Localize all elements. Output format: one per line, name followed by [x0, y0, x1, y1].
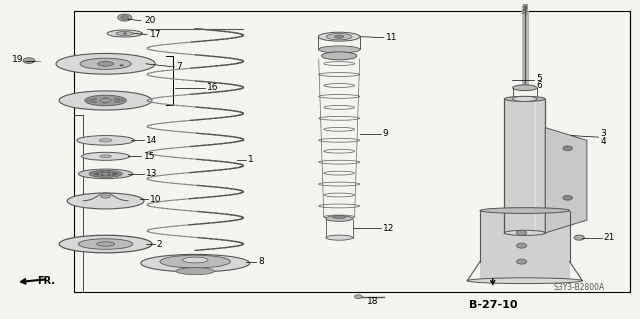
Ellipse shape: [101, 195, 111, 198]
Text: 4: 4: [600, 137, 606, 146]
Ellipse shape: [102, 173, 109, 175]
Ellipse shape: [95, 174, 99, 175]
Ellipse shape: [98, 61, 114, 66]
Ellipse shape: [56, 54, 156, 74]
Ellipse shape: [115, 98, 120, 100]
Ellipse shape: [60, 235, 152, 253]
Ellipse shape: [100, 99, 111, 102]
Ellipse shape: [504, 230, 545, 235]
Text: 13: 13: [146, 169, 157, 178]
Ellipse shape: [112, 172, 116, 174]
Ellipse shape: [326, 216, 353, 221]
Ellipse shape: [100, 172, 104, 173]
Text: 1: 1: [248, 155, 254, 164]
Ellipse shape: [82, 152, 130, 160]
Text: 6: 6: [536, 81, 542, 90]
Ellipse shape: [326, 235, 353, 240]
Ellipse shape: [123, 33, 127, 34]
Bar: [480, 211, 570, 281]
Ellipse shape: [107, 174, 111, 176]
Text: 20: 20: [144, 16, 156, 25]
Ellipse shape: [504, 96, 545, 101]
Ellipse shape: [103, 98, 108, 100]
Ellipse shape: [100, 174, 104, 176]
Ellipse shape: [79, 239, 133, 249]
Ellipse shape: [160, 255, 230, 268]
Text: 8: 8: [258, 257, 264, 266]
Ellipse shape: [333, 215, 346, 219]
Ellipse shape: [79, 169, 133, 179]
Ellipse shape: [23, 58, 35, 63]
Ellipse shape: [516, 243, 527, 248]
Ellipse shape: [182, 257, 208, 263]
Text: S3Y3-B2800A: S3Y3-B2800A: [554, 283, 605, 292]
Ellipse shape: [80, 58, 131, 70]
Polygon shape: [545, 128, 587, 233]
Text: 7: 7: [177, 63, 182, 71]
Ellipse shape: [141, 255, 250, 272]
Text: 12: 12: [383, 224, 394, 233]
Text: 17: 17: [150, 30, 162, 39]
Ellipse shape: [480, 208, 570, 213]
Ellipse shape: [99, 139, 112, 142]
Ellipse shape: [107, 172, 111, 173]
Ellipse shape: [513, 96, 537, 101]
Ellipse shape: [319, 32, 360, 41]
Ellipse shape: [121, 16, 129, 19]
Ellipse shape: [563, 146, 573, 151]
Text: 3: 3: [600, 130, 606, 138]
Ellipse shape: [563, 195, 573, 200]
Ellipse shape: [114, 173, 118, 174]
Ellipse shape: [108, 30, 143, 37]
Ellipse shape: [67, 193, 144, 209]
Ellipse shape: [176, 268, 214, 275]
Text: 19: 19: [12, 56, 23, 64]
Ellipse shape: [574, 235, 584, 240]
Ellipse shape: [92, 101, 97, 103]
Text: 5: 5: [536, 74, 542, 83]
Text: B-27-10: B-27-10: [468, 300, 517, 310]
Ellipse shape: [95, 172, 99, 174]
Ellipse shape: [513, 85, 537, 91]
Bar: [504, 99, 545, 233]
Ellipse shape: [355, 295, 362, 299]
Ellipse shape: [112, 174, 116, 175]
Text: 21: 21: [604, 233, 615, 242]
Ellipse shape: [77, 136, 134, 145]
Text: FR.: FR.: [37, 276, 55, 286]
Ellipse shape: [120, 65, 124, 66]
Ellipse shape: [87, 100, 92, 101]
Ellipse shape: [92, 98, 97, 100]
Ellipse shape: [119, 100, 124, 101]
Ellipse shape: [322, 52, 357, 60]
Text: 9: 9: [383, 130, 388, 138]
Ellipse shape: [335, 35, 344, 38]
Ellipse shape: [116, 32, 134, 35]
Ellipse shape: [97, 242, 115, 246]
Ellipse shape: [100, 155, 111, 158]
Ellipse shape: [326, 33, 352, 40]
Ellipse shape: [103, 101, 108, 103]
Bar: [74, 11, 630, 292]
Ellipse shape: [118, 14, 132, 21]
Ellipse shape: [93, 173, 97, 174]
Ellipse shape: [60, 91, 152, 110]
Text: 15: 15: [144, 152, 156, 161]
Text: 16: 16: [207, 83, 218, 92]
Text: 10: 10: [150, 195, 162, 204]
Text: 18: 18: [367, 297, 378, 306]
Text: 2: 2: [157, 240, 163, 249]
Ellipse shape: [467, 278, 582, 284]
Ellipse shape: [319, 46, 360, 53]
Ellipse shape: [115, 101, 120, 103]
Text: 11: 11: [386, 33, 397, 42]
Ellipse shape: [89, 170, 122, 177]
Ellipse shape: [85, 95, 127, 106]
Text: 14: 14: [146, 136, 157, 145]
Ellipse shape: [516, 230, 527, 235]
Ellipse shape: [516, 259, 527, 264]
